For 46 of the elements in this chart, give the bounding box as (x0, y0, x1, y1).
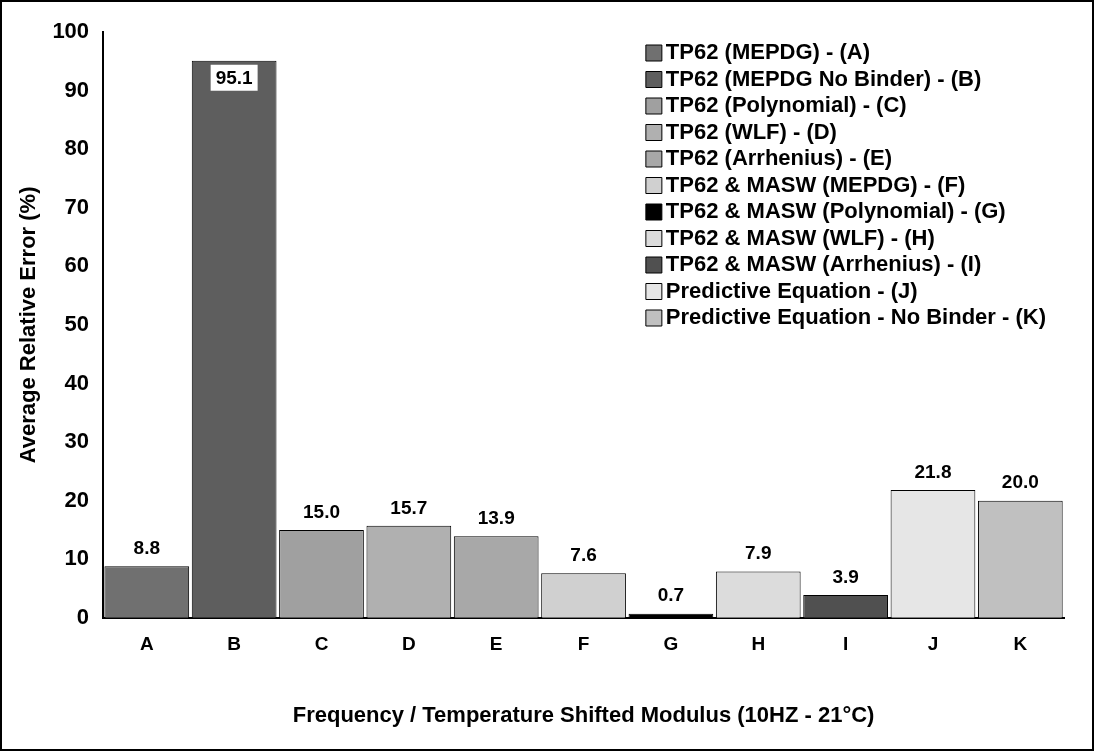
data-label: 95.1 (215, 67, 254, 89)
data-label: 8.8 (133, 536, 160, 558)
data-label: 13.9 (477, 507, 515, 529)
y-tick-label: 30 (64, 428, 90, 454)
y-tick-label: 80 (64, 135, 90, 161)
y-tick-label: 60 (64, 252, 90, 278)
legend-label: TP62 (Polynomial) - (C) (665, 92, 907, 118)
x-tick-label: G (663, 633, 679, 655)
legend-label: Predictive Equation - No Binder - (K) (665, 304, 1047, 330)
legend-label: TP62 (MEPDG) - (A) (665, 39, 870, 65)
x-axis-title: Frequency / Temperature Shifted Modulus (10HZ - 21°C) (292, 701, 875, 727)
legend-label: TP62 & MASW (WLF) - (H) (665, 224, 935, 250)
legend-label: Predictive Equation - (J) (665, 277, 918, 303)
data-label: 21.8 (914, 460, 952, 482)
legend-label: TP62 (MEPDG No Binder) - (B) (665, 65, 982, 91)
legend-label: TP62 & MASW (Arrhenius) - (I) (665, 251, 982, 277)
x-tick-label: A (139, 633, 154, 655)
legend-label: TP62 (WLF) - (D) (665, 118, 837, 144)
y-tick-label: 70 (64, 193, 90, 219)
y-tick-label: 100 (52, 18, 90, 44)
legend-label: TP62 & MASW (MEPDG) - (F) (665, 171, 966, 197)
x-tick-label: H (751, 633, 766, 655)
y-tick-label: 50 (64, 310, 90, 336)
data-label: 15.7 (390, 496, 428, 518)
x-tick-label: D (401, 633, 416, 655)
y-tick-label: 10 (64, 545, 90, 571)
x-tick-label: K (1013, 633, 1028, 655)
y-axis-title: Average Relative Error (%) (15, 186, 41, 464)
x-tick-label: I (842, 633, 849, 655)
x-tick-label: J (927, 633, 939, 655)
data-label: 15.0 (303, 500, 340, 522)
x-tick-label: C (314, 633, 329, 655)
legend-label: TP62 & MASW (Polynomial) - (G) (665, 198, 1006, 224)
legend-label: TP62 (Arrhenius) - (E) (665, 145, 893, 171)
x-tick-label: B (227, 633, 241, 655)
data-label: 7.9 (745, 542, 772, 564)
x-tick-label: F (577, 633, 590, 655)
data-label: 3.9 (832, 565, 859, 587)
data-label: 7.6 (570, 544, 597, 566)
x-tick-label: E (489, 633, 503, 655)
data-label: 20.0 (1001, 471, 1039, 493)
y-tick-label: 20 (64, 486, 90, 512)
y-tick-label: 0 (76, 603, 90, 629)
y-tick-label: 90 (64, 76, 90, 102)
data-label: 0.7 (657, 584, 685, 606)
y-tick-label: 40 (64, 369, 90, 395)
